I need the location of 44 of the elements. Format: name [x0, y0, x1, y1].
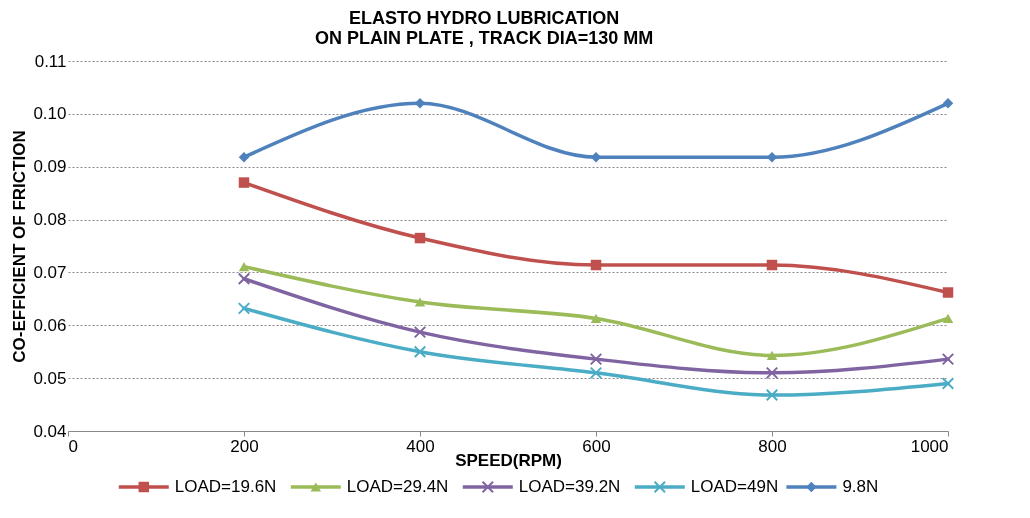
point: [414, 232, 426, 244]
legend-label: LOAD=39.2N: [518, 477, 621, 496]
point: [413, 345, 427, 358]
point: [590, 313, 602, 323]
point: [765, 366, 779, 380]
y-tick-label: 0.09: [33, 157, 67, 177]
point: [589, 366, 603, 380]
chart-title: ELASTO HYDRO LUBRICATION ON PLAIN PLATE , TRACK DIA=130 MM: [314, 8, 654, 48]
legend-label: LOAD=19.6N: [174, 477, 277, 496]
x-tick-label: 400: [406, 436, 435, 456]
x-axis-title: SPEED(RPM): [455, 450, 562, 470]
point: [590, 259, 602, 271]
x-tick-label: 1000: [910, 436, 949, 456]
y-axis-title: CO-EFFICIENT OF FRICTION: [10, 130, 30, 363]
x-tick-label: 800: [758, 436, 787, 456]
point: [941, 352, 955, 366]
point: [941, 377, 955, 390]
point: [766, 259, 778, 271]
point: [942, 313, 954, 323]
y-tick-label: 0.08: [33, 210, 67, 230]
point: [765, 388, 779, 402]
point: [237, 272, 251, 286]
legend-label: LOAD=29.4N: [346, 477, 449, 496]
point: [238, 262, 250, 272]
point: [237, 302, 251, 315]
point: [413, 325, 427, 339]
point: [942, 98, 954, 109]
point: [238, 177, 250, 188]
y-tick-label: 0.10: [33, 104, 67, 124]
x-tick-label: 600: [582, 436, 611, 456]
point: [766, 350, 778, 360]
y-tick-label: 0.04: [33, 421, 67, 441]
point: [414, 297, 426, 307]
x-tick-label: 0: [68, 436, 78, 456]
x-tick-label: 200: [230, 436, 259, 456]
point: [238, 151, 250, 163]
y-tick-label: 0.07: [33, 262, 67, 282]
point: [942, 287, 954, 298]
y-tick-label: 0.11: [34, 51, 67, 71]
y-tick-label: 0.06: [33, 315, 67, 335]
point: [589, 352, 603, 366]
legend-label: 9.8N: [842, 477, 879, 496]
legend-label: LOAD=49N: [690, 477, 779, 496]
y-tick-label: 0.05: [33, 368, 67, 388]
